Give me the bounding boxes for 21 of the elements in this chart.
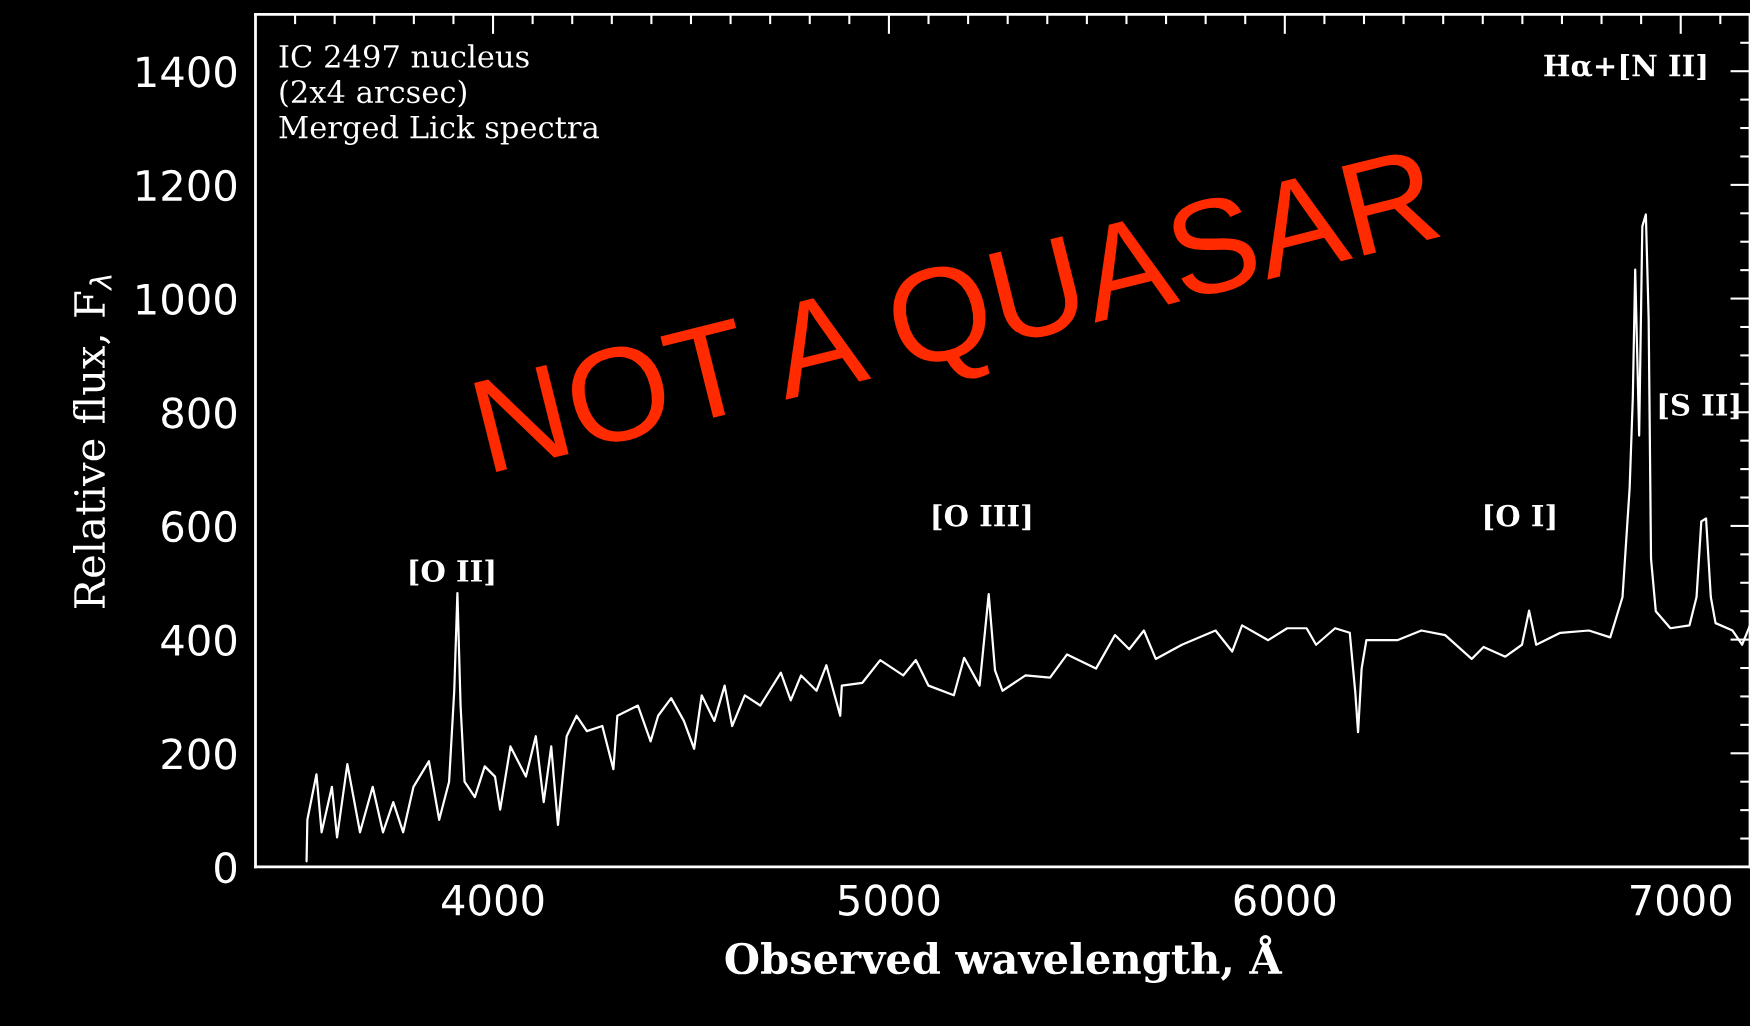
annotation: [O II]: [410, 559, 494, 586]
x-axis-title: Observed wavelength, Å: [725, 935, 1283, 984]
annotation: [O III]: [933, 504, 1031, 531]
y-tick-label: 0: [215, 851, 237, 884]
annotation: NOT A QUASAR: [473, 146, 1447, 497]
y-tick-label: 400: [161, 624, 237, 657]
y-tick-label: 200: [162, 738, 237, 770]
y-axis-title: Relative flux, F$_{λ}$: [73, 275, 112, 608]
x-tick-label: 5000: [839, 884, 940, 916]
y-tick-label: 1000: [137, 283, 237, 315]
y-tick-label: 600: [162, 510, 237, 543]
x-tick-label: 4000: [442, 884, 544, 916]
annotation: [O I]: [1485, 504, 1555, 531]
y-tick-label: 1200: [137, 169, 237, 202]
annotation: [S II]: [1659, 393, 1739, 420]
x-tick-label: 6000: [1234, 884, 1336, 916]
y-tick-label: 800: [162, 397, 237, 429]
annotation: IC 2497 nucleus (2x4 arcsec) Merged Lick spectra: [279, 44, 599, 145]
x-tick-label: 7000: [1631, 884, 1731, 916]
annotation: Hα+[N II]: [1544, 53, 1706, 80]
y-tick-label: 1400: [137, 56, 237, 88]
